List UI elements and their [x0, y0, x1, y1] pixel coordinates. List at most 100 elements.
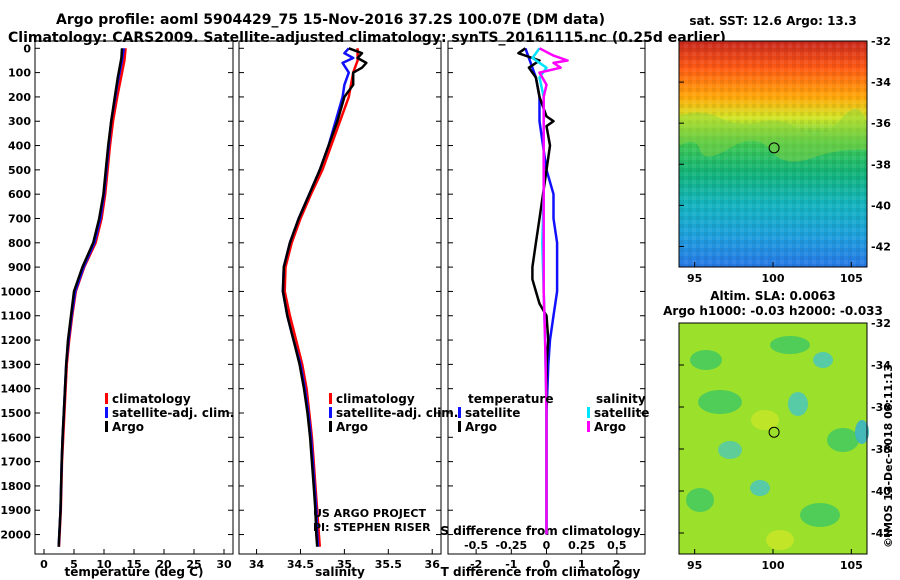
depth-tick-label: 200 — [8, 91, 31, 104]
depth-tick-label: 900 — [8, 261, 31, 274]
sla-map-title: Altim. SLA: 0.0063 — [710, 289, 836, 303]
pi-annotation: PI: STEPHEN RISER — [313, 521, 431, 534]
temperature-xtick-label: 0 — [40, 558, 48, 571]
sla-map-argo-marker — [768, 426, 780, 438]
tdiff-xtick-label: -1 — [505, 558, 517, 571]
tdiff-legend-swatch — [458, 421, 461, 432]
salinity-xtick-label: 35 — [337, 558, 352, 571]
sdiff-legend-label: satellite — [594, 406, 649, 420]
depth-tick-label: 400 — [8, 140, 31, 153]
sla-map-ytick-label: -42 — [871, 527, 891, 540]
sst-map-ytick-label: -42 — [871, 240, 891, 253]
difference-panel: -2 -1 0 1 2 -0.5 -0.25 0 0.25 0.5S difference fro… — [440, 40, 649, 579]
salinity-legend-swatch — [329, 393, 332, 404]
depth-tick-label: 1200 — [0, 334, 31, 347]
salinity-panel: 34 34.5 35 35.5 36 salinity climatologysatelli… — [238, 40, 458, 579]
depth-tick-label: 1500 — [0, 407, 31, 420]
temperature-xtick-label: 25 — [186, 558, 201, 571]
sla-map — [678, 322, 869, 555]
depth-tick-label: 1400 — [0, 383, 31, 396]
sla-map-xtick-label: 100 — [762, 559, 785, 572]
depth-tick-label: 800 — [8, 237, 31, 250]
tdiff-legend-label: satellite — [465, 406, 520, 420]
sst-map-title: sat. SST: 12.6 Argo: 13.3 — [689, 14, 856, 28]
depth-tick-label: 1100 — [0, 310, 31, 323]
sdiff-legend-title: salinity — [596, 392, 646, 406]
tdiff-xtick-label: 1 — [578, 558, 586, 571]
sla-map-xtick-label: 95 — [687, 559, 702, 572]
tdiff-legend-title: temperature — [468, 392, 553, 406]
tdiff-legend-label: Argo — [465, 420, 497, 434]
sla-map-ytick-label: -36 — [871, 401, 891, 414]
depth-tick-label: 1800 — [0, 480, 31, 493]
temperature-xtick-label: 5 — [70, 558, 78, 571]
salinity-legend-swatch — [329, 421, 332, 432]
sst-map-ytick-label: -32 — [871, 35, 891, 48]
salinity-legend-swatch — [329, 407, 332, 418]
sdiff-legend-swatch — [587, 407, 590, 418]
sst-map — [678, 40, 868, 268]
depth-tick-label: 300 — [8, 115, 31, 128]
tdiff-series-argo — [517, 47, 555, 535]
salinity-series-argo — [281, 47, 368, 547]
sdiff-xtick-label: -0.25 — [495, 539, 527, 552]
sla-map-ytick-label: -32 — [871, 317, 891, 330]
sst-map-ytick-label: -40 — [871, 199, 891, 212]
sla-anomaly-blobs — [686, 336, 869, 550]
salinity-legend-label: Argo — [336, 420, 368, 434]
salinity-xtick-label: 34 — [249, 558, 265, 571]
temperature-legend-label: Argo — [112, 420, 144, 434]
depth-tick-label: 100 — [8, 67, 31, 80]
temperature-legend-label: satellite-adj. clim. — [112, 406, 234, 420]
sla-map-ytick-label: -34 — [871, 359, 891, 372]
temperature-legend-swatch — [105, 421, 108, 432]
sla-map-ytick-label: -40 — [871, 485, 891, 498]
tdiff-legend-swatch — [458, 407, 461, 418]
tdiff-xtick-label: 0 — [543, 558, 551, 571]
climatology-title: Climatology: CARS2009. Satellite-adjuste… — [8, 30, 726, 46]
depth-tick-label: 1000 — [0, 285, 31, 298]
temperature-panel-frame — [34, 40, 234, 555]
tdiff-xtick-label: -2 — [470, 558, 482, 571]
temperature-xtick-label: 15 — [126, 558, 141, 571]
depth-tick-label: 1600 — [0, 431, 31, 444]
sdiff-series-argo — [538, 47, 569, 535]
salinity-xtick-label: 36 — [425, 558, 441, 571]
salinity-panel-frame — [238, 40, 442, 555]
salinity-axis-label: salinity — [315, 565, 365, 579]
temperature-series-argo — [57, 48, 124, 547]
depth-tick-label: 600 — [8, 188, 31, 201]
project-annotation: US ARGO PROJECT — [313, 507, 426, 520]
salinity-series-climatology — [283, 48, 359, 547]
temperature-legend-swatch — [105, 407, 108, 418]
sdiff-legend-swatch — [587, 421, 590, 432]
salinity-legend-label: satellite-adj. clim. — [336, 406, 458, 420]
sla-map-xtick-label: 105 — [840, 559, 863, 572]
temperature-xtick-label: 10 — [96, 558, 112, 571]
tdiff-axis-label: T difference from climatology — [441, 565, 641, 579]
sdiff-xtick-label: 0 — [543, 539, 551, 552]
depth-tick-label: 0 — [23, 42, 31, 55]
depth-tick-label: 2000 — [0, 529, 31, 542]
sst-front — [679, 108, 867, 162]
sdiff-axis-label: S difference from climatology — [440, 524, 640, 538]
sst-map-ytick-label: -38 — [871, 158, 891, 171]
tdiff-xtick-label: 2 — [613, 558, 621, 571]
sdiff-legend-label: Argo — [594, 420, 626, 434]
map-labels: sat. SST: 12.6 Argo: 13.3 95 100 105 -32 -34 -… — [663, 14, 891, 572]
depth-tick-label: 500 — [8, 164, 31, 177]
watermark-text: ©IMOS 13-Dec-2018 08:11:13 — [882, 364, 895, 548]
salinity-xtick-label: 35.5 — [375, 558, 402, 571]
salinity-series-satellite-adj-clim- — [281, 47, 355, 547]
depth-tick-label: 1700 — [0, 456, 31, 469]
sla-map-subtitle: Argo h1000: -0.03 h2000: -0.033 — [663, 304, 883, 318]
sst-map-texture — [679, 41, 867, 267]
temperature-axis-label: temperature (deg C) — [65, 565, 204, 579]
temperature-xtick-label: 20 — [156, 558, 172, 571]
sst-map-xtick-label: 95 — [687, 272, 702, 285]
depth-tick-label: 700 — [8, 212, 31, 225]
temperature-xtick-label: 30 — [216, 558, 232, 571]
sla-map-ytick-label: -38 — [871, 443, 891, 456]
sst-map-ytick-label: -36 — [871, 117, 891, 130]
